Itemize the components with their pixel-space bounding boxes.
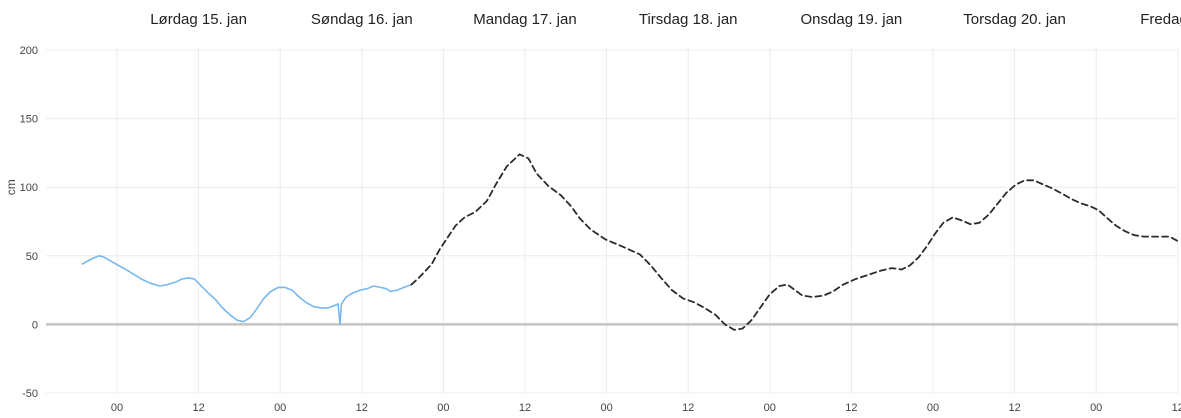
- day-label: Onsdag 19. jan: [801, 11, 903, 28]
- forecast-series-line: [410, 153, 1178, 331]
- day-label: Torsdag 20. jan: [963, 11, 1066, 28]
- y-tick-labels: 200 150 100 50 0 -50: [20, 45, 38, 400]
- y-axis-label: cm: [4, 179, 18, 195]
- y-tick-label: 150: [20, 114, 38, 126]
- x-tick-label: 00: [1090, 402, 1102, 414]
- x-tick-label: 12: [1008, 402, 1020, 414]
- x-tick-label: 12: [845, 402, 857, 414]
- x-tick-label: 00: [111, 402, 123, 414]
- y-tick-label: 0: [32, 319, 38, 331]
- day-labels: Lørdag 15. jan Søndag 16. jan Mandag 17. j…: [150, 11, 1181, 28]
- series-layer: [81, 153, 1178, 331]
- day-label: Fredag 2…: [1140, 11, 1181, 28]
- grid-lines: [46, 48, 1179, 394]
- day-label: Mandag 17. jan: [473, 11, 576, 28]
- x-tick-label: 00: [764, 402, 776, 414]
- x-tick-label: 12: [356, 402, 368, 414]
- x-tick-label: 12: [682, 402, 694, 414]
- day-label: Søndag 16. jan: [311, 11, 413, 28]
- day-label: Lørdag 15. jan: [150, 11, 247, 28]
- y-tick-label: -50: [22, 388, 38, 400]
- y-tick-label: 200: [20, 45, 38, 57]
- y-tick-label: 100: [20, 182, 38, 194]
- x-tick-labels: 00 12 00 12 00 12 00 12 00 12 00 12 00 12: [111, 402, 1181, 414]
- x-tick-label: 00: [274, 402, 286, 414]
- day-label: Tirsdag 18. jan: [639, 11, 738, 28]
- x-tick-label: 12: [519, 402, 531, 414]
- x-tick-label: 00: [927, 402, 939, 414]
- y-tick-label: 50: [26, 251, 38, 263]
- x-tick-label: 00: [600, 402, 612, 414]
- x-tick-label: 00: [437, 402, 449, 414]
- x-tick-label: 12: [192, 402, 204, 414]
- x-tick-label: 12: [1172, 402, 1181, 414]
- observed-series-line: [81, 255, 413, 326]
